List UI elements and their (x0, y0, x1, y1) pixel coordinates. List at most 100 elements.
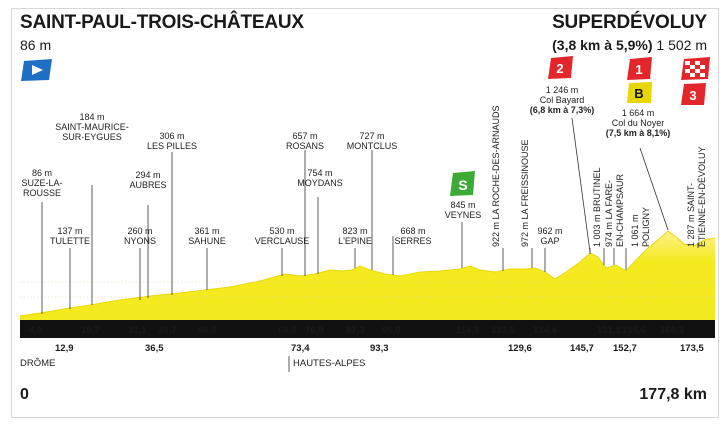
place-suze-name2: ROUSSE (22, 188, 61, 198)
place-veynes-alt: 845 m (450, 200, 476, 210)
km-151-1: 151,1 (597, 325, 621, 336)
finish-name: SUPERDÉVOLUY (552, 12, 707, 33)
place-fare-1: 974 m LA FARE- (604, 179, 614, 247)
place-verclause: 530 m VERCLAUSE (245, 226, 319, 246)
distance-start: 0 (20, 386, 29, 403)
bonus-label: B (634, 86, 643, 101)
place-etienne-1: 1 287 m SAINT- (686, 182, 696, 247)
start-name: SAINT-PAUL-TROIS-CHÂTEAUX (20, 12, 304, 33)
place-etienne-2: ÉTIENNE-EN-DÉVOLUY (697, 146, 707, 247)
place-saint-maurice-name2: SUR-EYGUES (62, 132, 122, 142)
profile-frame (11, 8, 719, 418)
place-suze-alt: 86 m (31, 168, 52, 178)
km-68-5: 68,5 (278, 325, 297, 336)
place-leader-lines (41, 117, 699, 314)
place-serres-name: SERRES (394, 236, 432, 246)
place-verclause-name: VERCLAUSE (254, 236, 310, 246)
place-tulette-name: TULETTE (49, 236, 90, 246)
climb-cat3-badge: 3 (681, 83, 706, 105)
place-rosans-alt: 657 m (292, 131, 318, 141)
place-tulette-alt: 137 m (57, 226, 83, 236)
place-veynes: 845 m VEYNES (438, 200, 488, 220)
place-moydans: 754 m MOYDANS (290, 168, 350, 188)
place-roche-des-arnauds: 922 m LA ROCHE-DES-ARNAUDS (491, 105, 501, 247)
place-saint-maurice-alt: 184 m (79, 112, 105, 122)
place-freissinouse: 972 m LA FREISSINOUSE (520, 139, 530, 247)
place-moydans-alt: 754 m (307, 168, 333, 178)
place-epine-name: L'EPINE (338, 236, 372, 246)
place-epine: 823 m L'EPINE (330, 226, 380, 246)
climb-cat1-badge: 1 (627, 57, 652, 80)
km-155-6: 155,6 (622, 325, 646, 336)
col-du-noyer-altitude: 1 664 m (621, 108, 655, 118)
place-rosans-name: ROSANS (285, 141, 324, 151)
climb-cat2-label: 2 (556, 61, 563, 76)
place-sahune-alt: 361 m (194, 226, 220, 236)
km-39-7: 39,7 (158, 325, 177, 336)
place-serres-alt: 668 m (400, 226, 426, 236)
place-poligny-alt: 1 061 m (630, 214, 640, 247)
km-36-5: 36,5 (145, 343, 164, 354)
place-montclus-alt: 727 m (359, 131, 385, 141)
sprint-badge: S (450, 171, 475, 196)
col-bayard-stats: (6,8 km à 7,3%) (529, 105, 595, 115)
place-aubres: 294 m AUBRES (118, 170, 178, 190)
col-bayard-altitude: 1 246 m (545, 85, 579, 95)
km-114-8: 114,8 (456, 325, 480, 336)
finish-info: (3,8 km à 5,9%) 1 502 m (552, 37, 707, 53)
place-nyons-alt: 260 m (127, 226, 153, 236)
km-134-4: 134,4 (533, 325, 557, 336)
start-flag-icon (21, 59, 52, 81)
place-rosans: 657 m ROSANS (280, 131, 330, 151)
place-nyons-name: NYONS (123, 236, 156, 246)
col-du-noyer-label: 1 664 m Col du Noyer (7,5 km à 8,1%) (593, 108, 683, 138)
sprint-label: S (458, 177, 467, 193)
climb-cat3-label: 3 (689, 88, 696, 103)
climb-cat2-badge: 2 (548, 56, 573, 79)
place-montclus: 727 m MONTCLUS (342, 131, 402, 151)
col-bayard-label: 1 246 m Col Bayard (6,8 km à 7,3%) (517, 85, 607, 115)
km-31-1: 31,1 (128, 325, 147, 336)
km-19-7: 19,7 (81, 325, 100, 336)
place-veynes-name: VEYNES (444, 210, 482, 220)
place-saint-maurice-name1: SAINT-MAURICE- (55, 122, 129, 132)
km-173-5: 173,5 (680, 343, 704, 354)
region-hautes-alpes: HAUTES-ALPES (293, 358, 366, 369)
km-145-7: 145,7 (570, 343, 594, 354)
place-aubres-alt: 294 m (135, 170, 161, 180)
place-moydans-name: MOYDANS (297, 178, 343, 188)
place-nyons: 260 m NYONS (115, 226, 165, 246)
place-sahune-name: SAHUNE (188, 236, 226, 246)
finish-altitude: 1 502 m (656, 37, 707, 53)
km-band (20, 320, 715, 338)
place-serres: 668 m SERRES (383, 226, 443, 246)
km-76-9: 76,9 (305, 325, 324, 336)
profile-area (20, 231, 715, 320)
place-poligny-name: POLIGNY (641, 206, 651, 247)
profile-ridge (19, 230, 716, 317)
place-aubres-name: AUBRES (129, 180, 167, 190)
place-fare-2: EN-CHAMPSAUR (615, 173, 625, 247)
place-brutinel: 1 003 m BRUTINEL (592, 167, 602, 247)
col-du-noyer-stats: (7,5 km à 8,1%) (605, 128, 671, 138)
place-pilles-alt: 306 m (159, 131, 185, 141)
km-95-9: 95,9 (382, 325, 401, 336)
km-166-3: 166,3 (660, 325, 684, 336)
place-gap-name: GAP (540, 236, 560, 246)
finish-flag-icon (681, 57, 710, 80)
place-montclus-name: MONTCLUS (346, 141, 398, 151)
climb-cat1-label: 1 (635, 62, 642, 77)
place-pilles: 306 m LES PILLES (142, 131, 202, 151)
km-152-7: 152,7 (613, 343, 637, 354)
km-93-3: 93,3 (370, 343, 389, 354)
place-saint-maurice: 184 m SAINT-MAURICE- SUR-EYGUES (52, 112, 132, 142)
km-129-6: 129,6 (508, 343, 532, 354)
col-du-noyer-name: Col du Noyer (611, 118, 665, 128)
place-epine-alt: 823 m (342, 226, 368, 236)
place-gap: 962 m GAP (530, 226, 570, 246)
km-4-9: 4,9 (29, 325, 43, 336)
place-sahune: 361 m SAHUNE (182, 226, 232, 246)
finish-climb: (3,8 km à 5,9%) (552, 37, 653, 53)
km-48-5: 48,5 (198, 325, 217, 336)
bonus-badge: B (627, 82, 652, 103)
